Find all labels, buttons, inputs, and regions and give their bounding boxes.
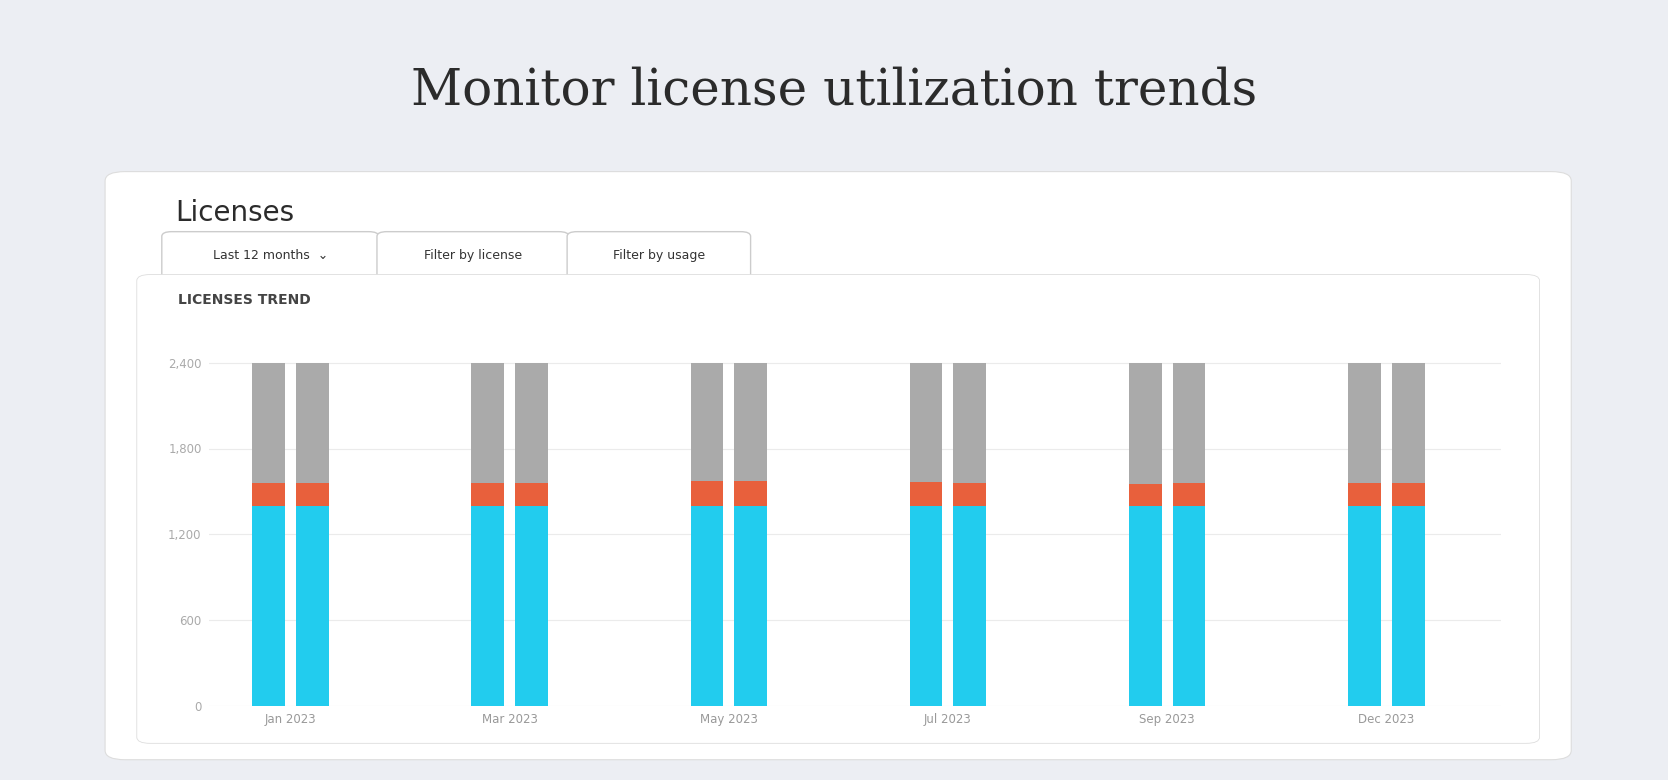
Bar	[515, 505, 549, 706]
Text: Monitor license utilization trends: Monitor license utilization trends	[410, 66, 1258, 115]
Text: Filter by usage: Filter by usage	[612, 250, 706, 262]
Bar	[472, 363, 504, 483]
Bar	[515, 363, 549, 483]
Bar	[909, 482, 942, 505]
Bar	[1391, 363, 1424, 483]
Bar	[252, 483, 285, 505]
Text: LICENSES TREND: LICENSES TREND	[178, 292, 312, 307]
Bar	[954, 505, 986, 706]
Bar	[1173, 363, 1206, 483]
Bar	[1173, 505, 1206, 706]
Bar	[1348, 363, 1381, 483]
Bar	[909, 505, 942, 706]
Bar	[297, 363, 329, 483]
Bar	[734, 480, 767, 505]
Bar	[1391, 505, 1424, 706]
Bar	[472, 483, 504, 505]
Text: Last 12 months  ⌄: Last 12 months ⌄	[212, 250, 329, 262]
Bar	[954, 363, 986, 483]
Bar	[954, 483, 986, 505]
Bar	[472, 505, 504, 706]
Bar	[909, 363, 942, 482]
Bar	[1129, 363, 1161, 484]
Bar	[297, 505, 329, 706]
Bar	[252, 363, 285, 483]
Bar	[297, 483, 329, 505]
Bar	[1173, 483, 1206, 505]
Bar	[515, 483, 549, 505]
Bar	[1129, 484, 1161, 505]
Bar	[691, 505, 724, 706]
Text: Licenses: Licenses	[175, 199, 294, 227]
Bar	[734, 505, 767, 706]
Bar	[691, 363, 724, 481]
Bar	[691, 481, 724, 505]
Text: Filter by license: Filter by license	[424, 250, 522, 262]
Bar	[1129, 505, 1161, 706]
Bar	[1348, 483, 1381, 505]
Bar	[1348, 505, 1381, 706]
Bar	[734, 363, 767, 480]
Bar	[1391, 483, 1424, 505]
Bar	[252, 505, 285, 706]
